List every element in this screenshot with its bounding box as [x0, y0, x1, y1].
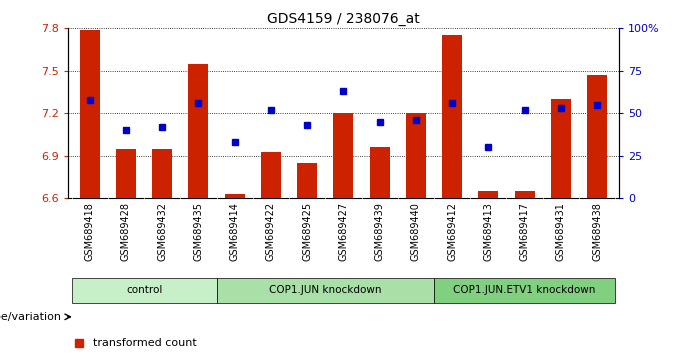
Text: GSM689431: GSM689431: [556, 202, 566, 261]
Bar: [188, 64, 208, 198]
Title: GDS4159 / 238076_at: GDS4159 / 238076_at: [267, 12, 420, 26]
Bar: [80, 30, 100, 198]
Bar: [152, 149, 172, 198]
Text: GSM689432: GSM689432: [157, 202, 167, 261]
Text: GSM689425: GSM689425: [302, 202, 312, 261]
Text: GSM689422: GSM689422: [266, 202, 276, 261]
Bar: [479, 191, 498, 198]
Text: COP1.JUN.ETV1 knockdown: COP1.JUN.ETV1 knockdown: [454, 285, 596, 295]
Text: GSM689412: GSM689412: [447, 202, 457, 261]
FancyBboxPatch shape: [216, 278, 434, 303]
Bar: [116, 149, 136, 198]
Text: GSM689435: GSM689435: [193, 202, 203, 261]
Text: control: control: [126, 285, 163, 295]
Bar: [333, 113, 354, 198]
Text: GSM689428: GSM689428: [121, 202, 131, 261]
Bar: [370, 147, 390, 198]
Bar: [261, 152, 281, 198]
Text: GSM689439: GSM689439: [375, 202, 385, 261]
Bar: [406, 113, 426, 198]
Bar: [442, 35, 462, 198]
Text: GSM689418: GSM689418: [85, 202, 95, 261]
Text: GSM689438: GSM689438: [592, 202, 602, 261]
Bar: [515, 191, 534, 198]
Text: genotype/variation: genotype/variation: [0, 312, 61, 322]
Text: COP1.JUN knockdown: COP1.JUN knockdown: [269, 285, 381, 295]
Bar: [224, 194, 245, 198]
FancyBboxPatch shape: [71, 278, 216, 303]
FancyBboxPatch shape: [434, 278, 615, 303]
Text: GSM689413: GSM689413: [483, 202, 494, 261]
Bar: [587, 75, 607, 198]
Text: GSM689414: GSM689414: [230, 202, 239, 261]
Text: transformed count: transformed count: [92, 338, 197, 348]
Bar: [297, 163, 317, 198]
Text: GSM689440: GSM689440: [411, 202, 421, 261]
Text: GSM689427: GSM689427: [339, 202, 348, 261]
Text: GSM689417: GSM689417: [520, 202, 530, 261]
Bar: [551, 99, 571, 198]
